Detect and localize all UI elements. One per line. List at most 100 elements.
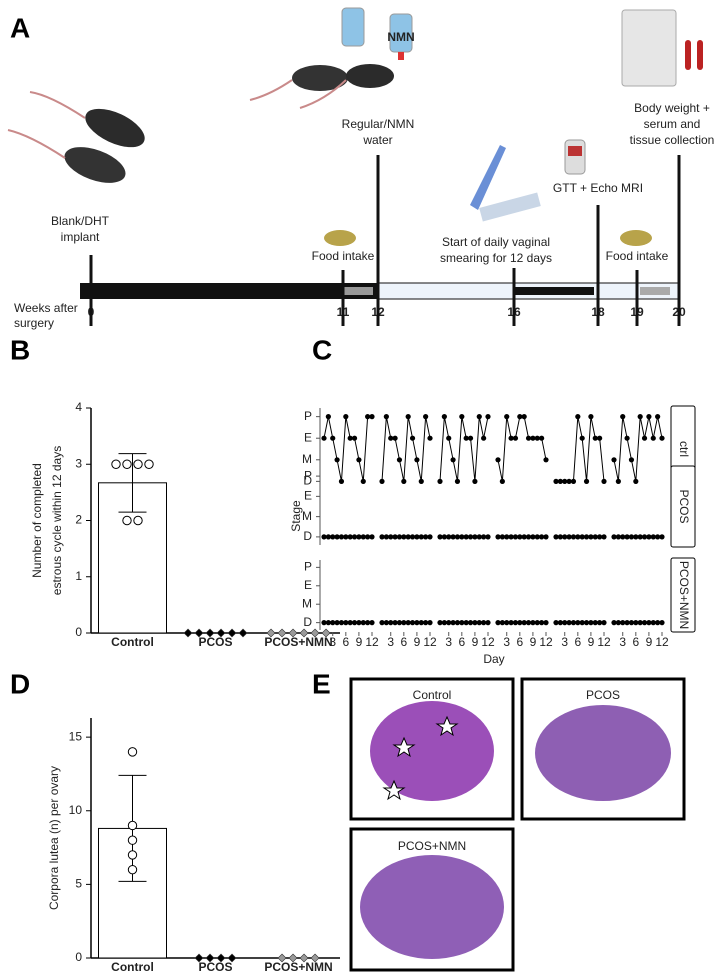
x-tick-label: 3 (387, 635, 394, 649)
stage-dot (575, 620, 581, 626)
stage-dot (441, 620, 447, 626)
stage-dot (472, 478, 478, 484)
stage-dot (562, 478, 568, 484)
data-point (288, 628, 298, 638)
stage-dot (650, 534, 656, 540)
stage-dot (379, 478, 385, 484)
stage-dot (446, 620, 452, 626)
event-label: Start of daily vaginal (442, 235, 550, 249)
stage-dot (334, 457, 340, 463)
event-label: Regular/NMN (342, 117, 415, 131)
x-tick-label: 6 (516, 635, 523, 649)
stage-dot (459, 620, 465, 626)
stage-dot (583, 534, 590, 540)
stage-line (613, 416, 663, 482)
stage-dot (450, 534, 456, 540)
stage-dot (441, 534, 447, 540)
stage-dot (624, 435, 630, 441)
stage-dot (450, 457, 456, 463)
stage-dot (396, 534, 403, 540)
stage-dot (601, 534, 607, 540)
x-axis-label: Day (483, 652, 504, 666)
stage-dot (347, 435, 353, 441)
stage-dot (512, 435, 519, 441)
stage-dot (459, 414, 465, 420)
x-tick-label: PCOS+NMN (264, 635, 332, 649)
stage-dot (401, 620, 407, 626)
image-label: Control (413, 688, 452, 702)
data-point (194, 628, 204, 638)
x-tick-label: 3 (561, 635, 568, 649)
stage-dot (351, 620, 358, 626)
event-label: water (362, 133, 392, 147)
x-tick-label: 6 (574, 635, 581, 649)
stage-dot (418, 620, 424, 626)
stage-dot (512, 620, 519, 626)
stage-dot (338, 534, 345, 540)
timeline-arrow (640, 287, 670, 295)
stage-dot (330, 620, 336, 626)
event-label: serum and (644, 117, 701, 131)
event-label: tissue collection (630, 133, 715, 147)
x-tick-label: Control (111, 960, 154, 974)
y-tick-label: 1 (75, 569, 82, 583)
stage-dot (356, 534, 362, 540)
stage-dot (539, 534, 545, 540)
stage-dot (365, 534, 371, 540)
stage-dot (583, 620, 590, 626)
stage-dot (517, 414, 523, 420)
y-tick-label: D (303, 474, 312, 488)
stage-dot (427, 620, 433, 626)
stage-dot (463, 620, 469, 626)
stage-dot (423, 534, 429, 540)
stage-dot (624, 534, 630, 540)
event-label: implant (61, 230, 100, 244)
stage-dot (485, 414, 491, 420)
stage-dot (521, 414, 527, 420)
stage-dot (628, 534, 635, 540)
stage-dot (325, 620, 331, 626)
stage-line (497, 416, 547, 482)
x-tick-label: 3 (329, 635, 336, 649)
stage-dot (504, 414, 510, 420)
stage-dot (343, 414, 349, 420)
stage-dot (504, 534, 510, 540)
y-axis-label: estrous cycle within 12 days (50, 446, 64, 595)
stage-dot (597, 435, 603, 441)
timeline (80, 282, 680, 300)
stage-dot (579, 620, 585, 626)
stage-dot (454, 534, 461, 540)
stage-dot (369, 414, 375, 420)
stage-line (556, 416, 605, 482)
stage-dot (405, 414, 411, 420)
stage-dot (530, 534, 536, 540)
stage-dot (615, 534, 621, 540)
stage-dot (557, 534, 563, 540)
data-point (122, 459, 132, 469)
stage-dot (543, 457, 549, 463)
x-tick-label: 9 (646, 635, 653, 649)
stage-dot (351, 435, 358, 441)
stage-dot (409, 620, 416, 626)
stage-dot (495, 620, 501, 626)
data-point (133, 459, 143, 469)
stage-dot (562, 534, 568, 540)
data-point (205, 628, 215, 638)
y-axis-label: Stage (289, 500, 303, 532)
data-point (227, 953, 237, 963)
stage-dot (338, 478, 345, 484)
x-tick-label: 9 (530, 635, 537, 649)
stage-dot (615, 478, 621, 484)
data-point (144, 459, 154, 469)
y-tick-label: P (304, 560, 312, 574)
timeline-arrow (343, 287, 373, 295)
x-tick-label: 12 (423, 635, 437, 649)
x-tick-label: Control (111, 635, 154, 649)
stage-dot (427, 435, 433, 441)
stage-dot (597, 620, 603, 626)
data-point (266, 628, 276, 638)
stage-dot (588, 620, 594, 626)
stage-dot (588, 534, 594, 540)
stage-dot (597, 534, 603, 540)
x-tick-label: 3 (445, 635, 452, 649)
